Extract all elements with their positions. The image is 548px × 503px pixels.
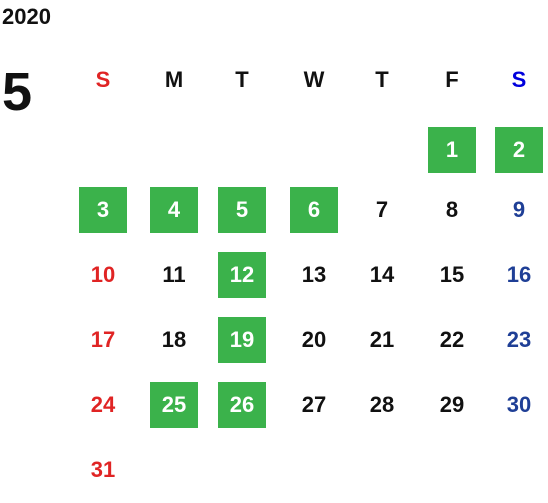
weekday-header: M <box>164 67 184 92</box>
day-cell: 4 <box>150 187 198 233</box>
day-cell: 30 <box>506 392 532 417</box>
weekday-header: S <box>511 67 527 92</box>
day-cell: 21 <box>369 327 395 352</box>
day-cell: 27 <box>301 392 327 417</box>
day-cell: 31 <box>90 457 116 482</box>
day-cell: 14 <box>369 262 395 287</box>
weekday-header: T <box>375 67 389 92</box>
day-cell: 2 <box>495 127 543 173</box>
day-cell: 7 <box>375 197 389 222</box>
day-cell: 3 <box>79 187 127 233</box>
day-cell: 26 <box>218 382 266 428</box>
day-cell: 12 <box>218 252 266 298</box>
day-cell: 28 <box>369 392 395 417</box>
year: 2020 <box>2 4 51 29</box>
day-cell: 17 <box>90 327 116 352</box>
day-cell: 22 <box>439 327 465 352</box>
day-cell: 25 <box>150 382 198 428</box>
day-cell: 6 <box>290 187 338 233</box>
day-cell: 10 <box>90 262 116 287</box>
day-cell: 16 <box>506 262 532 287</box>
day-cell: 13 <box>301 262 327 287</box>
day-cell: 9 <box>512 197 526 222</box>
day-cell: 8 <box>445 197 459 222</box>
day-cell: 15 <box>439 262 465 287</box>
day-cell: 5 <box>218 187 266 233</box>
day-cell: 20 <box>301 327 327 352</box>
day-cell: 29 <box>439 392 465 417</box>
day-cell: 18 <box>161 327 187 352</box>
weekday-header: T <box>235 67 249 92</box>
day-cell: 24 <box>90 392 116 417</box>
day-cell: 11 <box>162 262 186 287</box>
weekday-header: F <box>445 67 459 92</box>
day-cell: 1 <box>428 127 476 173</box>
day-cell: 19 <box>218 317 266 363</box>
month: 5 <box>2 62 33 122</box>
day-cell: 23 <box>506 327 532 352</box>
weekday-header: S <box>95 67 111 92</box>
weekday-header: W <box>303 67 325 92</box>
